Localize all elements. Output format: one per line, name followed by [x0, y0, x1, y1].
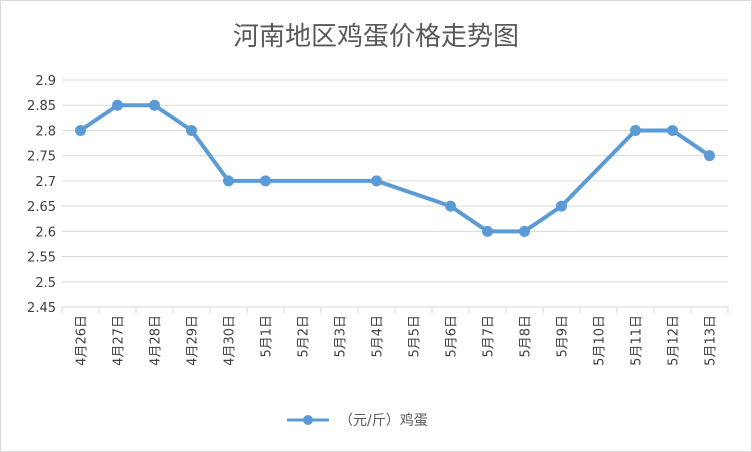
data-point	[704, 150, 715, 162]
y-axis-ticks: 2.45 2.5 2.55 2.6 2.65 2.7 2.75 2.8 2.85 2.9	[27, 74, 56, 316]
y-tick-label: 2.6	[35, 225, 56, 240]
y-tick-label: 2.7	[35, 175, 56, 190]
x-tick-label: 5月13日	[704, 315, 719, 366]
data-point	[371, 175, 382, 187]
data-point	[482, 225, 493, 237]
series-line	[78, 103, 712, 234]
x-tick-label: 5月1日	[260, 315, 275, 358]
x-tick-label: 5月12日	[667, 315, 682, 366]
x-tick-label: 5月10日	[593, 315, 608, 366]
x-tick-label: 5月2日	[297, 315, 312, 358]
x-tick-label: 4月27日	[112, 315, 127, 366]
legend-label: （元/斤）鸡蛋	[339, 412, 428, 429]
data-point	[223, 175, 234, 187]
data-point	[149, 99, 160, 111]
y-tick-label: 2.8	[35, 124, 56, 139]
x-axis-ticks: 4月26日 4月27日 4月28日 4月29日 4月30日 5月1日 5月2日 5月3日 5月4…	[61, 307, 729, 366]
chart-title: 河南地区鸡蛋价格走势图	[233, 22, 519, 52]
data-point	[630, 124, 641, 136]
x-tick-label: 5月3日	[334, 315, 349, 358]
legend-marker	[303, 415, 313, 425]
data-point	[260, 175, 271, 187]
x-tick-label: 5月11日	[630, 315, 645, 366]
gridlines	[62, 79, 728, 308]
x-tick-label: 4月29日	[186, 315, 201, 366]
x-tick-label: 5月9日	[556, 315, 571, 358]
x-tick-label: 4月26日	[75, 315, 90, 366]
x-tick-label: 4月28日	[149, 315, 164, 366]
data-point	[445, 200, 456, 212]
x-tick-label: 5月8日	[519, 315, 534, 358]
series-layer	[75, 99, 715, 237]
y-tick-label: 2.5	[35, 276, 56, 291]
x-tick-label: 5月5日	[408, 315, 423, 358]
data-point	[186, 124, 197, 136]
data-point	[519, 225, 530, 237]
data-point	[667, 124, 678, 136]
y-tick-label: 2.55	[27, 251, 56, 266]
data-point	[75, 124, 86, 136]
legend: （元/斤）鸡蛋	[287, 412, 428, 429]
x-tick-label: 4月30日	[223, 315, 238, 366]
y-tick-label: 2.9	[35, 74, 56, 89]
x-tick-label: 5月7日	[482, 315, 497, 358]
x-tick-label: 5月4日	[371, 315, 386, 358]
y-tick-label: 2.85	[27, 99, 56, 114]
y-tick-label: 2.45	[27, 301, 56, 316]
y-tick-label: 2.75	[27, 150, 56, 165]
data-point	[556, 200, 567, 212]
x-tick-label: 5月6日	[445, 315, 460, 358]
data-point	[112, 99, 123, 111]
y-tick-label: 2.65	[27, 200, 56, 215]
